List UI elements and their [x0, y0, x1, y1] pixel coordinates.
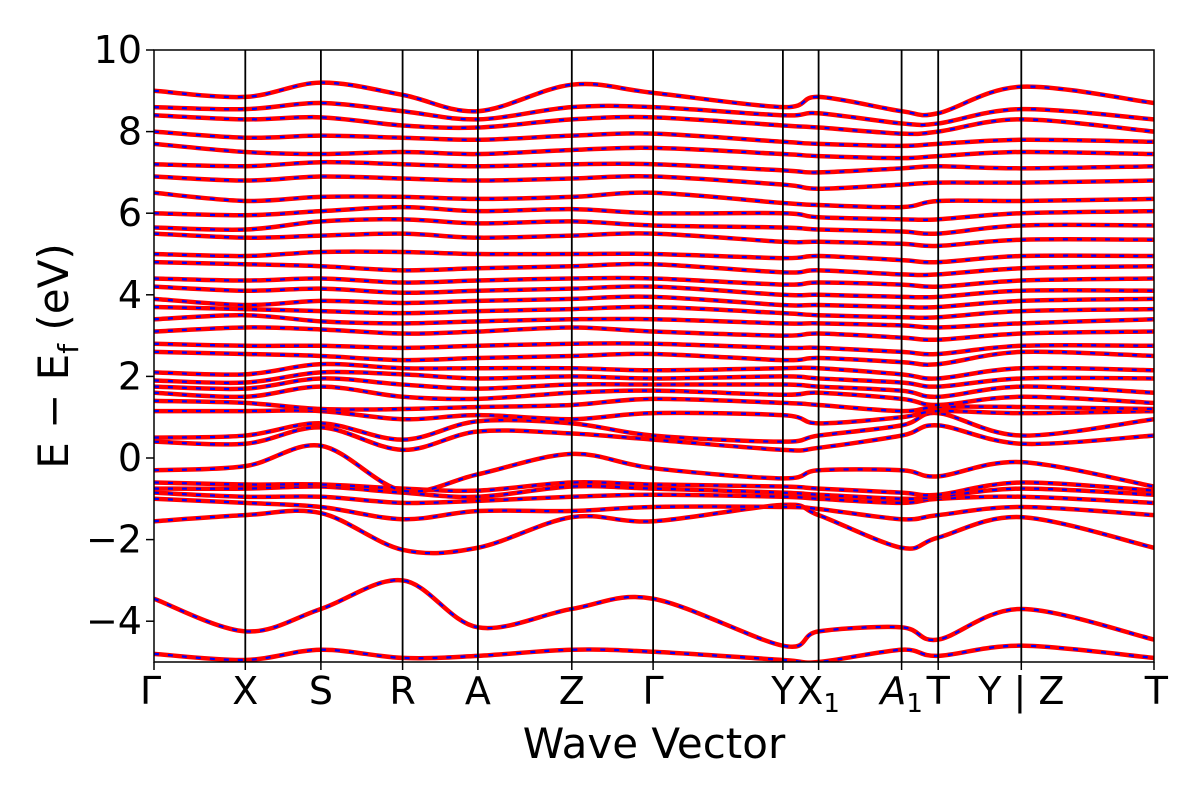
x-tick-label-10: T: [926, 669, 951, 713]
y-axis-title-unit: (eV): [29, 243, 78, 344]
band-line-0: [154, 643, 1154, 662]
y-tick-label-4: 4: [118, 273, 142, 317]
y-tick-label-0: −4: [86, 599, 142, 643]
x-tick-label-text-4: A: [465, 669, 491, 713]
x-tick-label-1: X: [232, 669, 258, 713]
band-line-4: [154, 490, 1154, 506]
y-tick-label-5: 6: [118, 191, 142, 235]
x-tick-label-11: Y | Z: [977, 669, 1064, 714]
x-tick-label-text-10: T: [926, 669, 951, 713]
x-tick-label-text-0: Γ: [140, 669, 161, 713]
x-tick-label-text-2: S: [309, 669, 333, 713]
y-tick-label-1: −2: [86, 518, 142, 562]
band-line-24: [154, 259, 1154, 278]
band-line-31: [154, 159, 1154, 175]
x-tick-label-2: S: [309, 669, 333, 713]
band-line-1: [154, 577, 1154, 649]
band-line-25: [154, 249, 1154, 265]
y-axis-title-subscript: f: [52, 343, 85, 354]
x-tick-label-subscript-8: 1: [823, 689, 840, 719]
y-tick-label-2: 0: [118, 436, 142, 480]
x-tick-label-3: R: [389, 669, 415, 713]
x-tick-label-0: Γ: [140, 669, 161, 713]
band-line-19: [154, 312, 1154, 330]
band-line-32: [154, 141, 1154, 161]
x-tick-label-4: A: [465, 669, 491, 713]
band-line-29: [154, 190, 1154, 210]
x-tick-label-text-7: Y: [770, 669, 795, 713]
plot-frame: [153, 49, 1155, 663]
y-tick-label-6: 8: [118, 110, 142, 154]
x-tick-label-text-5: Z: [559, 669, 585, 713]
x-tick-label-7: Y: [770, 669, 795, 713]
x-tick-label-text-3: R: [389, 669, 415, 713]
x-tick-label-text-9: A: [877, 669, 906, 713]
band-line-10: [154, 408, 1154, 426]
x-tick-label-8: X1: [797, 669, 840, 719]
band-line-2: [154, 502, 1154, 556]
x-axis-title: Wave Vector: [523, 719, 786, 768]
x-tick-label-text-12: T: [1144, 669, 1169, 713]
x-tick-label-text-6: Γ: [643, 669, 664, 713]
x-tick-label-12: T: [1144, 669, 1169, 713]
x-tick-label-5: Z: [559, 669, 585, 713]
band-line-33: [154, 129, 1154, 149]
x-tick-label-text-8: X: [797, 669, 823, 713]
band-line-20: [154, 304, 1154, 321]
x-tick-label-6: Γ: [643, 669, 664, 713]
band-line-16: [154, 349, 1154, 367]
x-tick-label-9: A1: [877, 669, 923, 719]
y-tick-label-7: 10: [94, 28, 142, 72]
band-line-30: [154, 173, 1154, 191]
x-tick-label-subscript-9: 1: [906, 689, 923, 719]
band-line-26: [154, 231, 1154, 249]
band-line-28: [154, 204, 1154, 223]
x-tick-label-text-1: X: [232, 669, 258, 713]
bands-layer: [154, 80, 1154, 662]
y-tick-label-3: 2: [118, 354, 142, 398]
band-line-11: [154, 396, 1154, 414]
high-symmetry-lines: [244, 50, 1023, 662]
band-line-34: [154, 113, 1154, 137]
x-tick-label-text-11: Y | Z: [977, 669, 1064, 714]
y-axis-title-main: E − E: [29, 354, 78, 469]
y-axis-title: E − Ef (eV): [29, 243, 85, 469]
y-axis-ticks: −4 −2 0 2 4 6 8 10: [86, 28, 154, 643]
band-line-18: [154, 325, 1154, 343]
